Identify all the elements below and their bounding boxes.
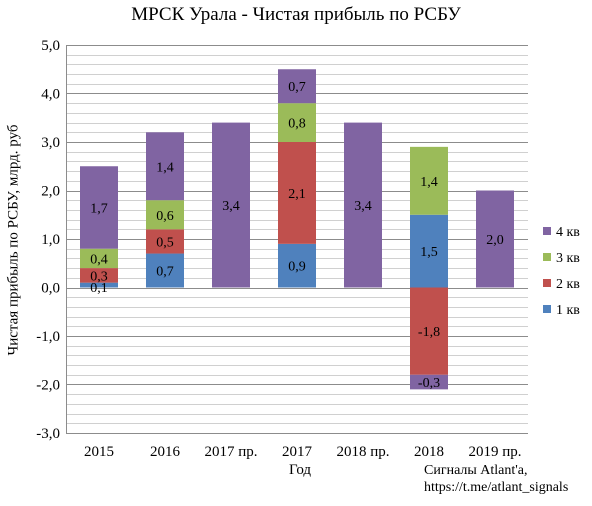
- legend-swatch: [543, 227, 551, 235]
- x-tick-label: 2018: [414, 444, 444, 460]
- data-label: 0,3: [90, 269, 108, 284]
- legend-swatch: [543, 279, 551, 287]
- y-tick-label: -2,0: [36, 378, 60, 394]
- y-tick-label: 2,0: [41, 184, 60, 200]
- data-label: 2,0: [486, 233, 504, 248]
- x-tick-label: 2018 пр.: [336, 444, 389, 460]
- y-tick-label: 4,0: [41, 87, 60, 103]
- legend-label: 2 кв: [556, 277, 580, 292]
- bar-segment-3-кв: [146, 200, 184, 230]
- x-axis-label: Год: [288, 462, 312, 478]
- bar-segment-4-кв: [146, 132, 184, 201]
- data-label: 0,1: [90, 281, 108, 296]
- bar-segment-2-кв: [146, 229, 184, 254]
- data-label: 0,4: [90, 252, 108, 267]
- bar-segment-4-кв: [212, 122, 250, 288]
- data-label: 0,7: [288, 80, 306, 95]
- data-label: -0,3: [418, 376, 440, 391]
- data-label: 3,4: [354, 199, 372, 214]
- legend-swatch: [543, 305, 551, 313]
- y-tick-label: 1,0: [41, 232, 60, 248]
- source-note: Сигналы Atlant'a, https://t.me/atlant_si…: [424, 462, 568, 496]
- data-label: 1,5: [420, 245, 438, 260]
- bar-segment-1-кв: [80, 282, 118, 288]
- bar-segment-1-кв: [146, 253, 184, 288]
- bar-segment-2-кв: [278, 142, 316, 244]
- legend-swatch: [543, 253, 551, 261]
- data-label: 2,1: [288, 187, 306, 202]
- bar-segment-4-кв: [278, 69, 316, 104]
- x-tick-label: 2015: [84, 444, 114, 460]
- bar-segment-4-кв: [344, 122, 382, 288]
- source-line-1: Сигналы Atlant'a,: [424, 463, 528, 478]
- bar-segment-3-кв: [278, 103, 316, 142]
- bar-segment-4-кв: [476, 190, 514, 288]
- data-label: 3,4: [222, 199, 240, 214]
- bar-segment-3-кв: [80, 248, 118, 269]
- bar-segment-1-кв: [410, 214, 448, 288]
- data-label: 1,4: [420, 175, 438, 190]
- bar-segment-2-кв: [80, 268, 118, 283]
- y-tick-label: 5,0: [41, 38, 60, 54]
- data-label: 0,5: [156, 235, 174, 250]
- x-tick-label: 2016: [150, 444, 181, 460]
- bar-segment-2-кв: [410, 287, 448, 375]
- bar-segment-4-кв: [80, 166, 118, 249]
- bar-segment-1-кв: [278, 243, 316, 288]
- bar-segment-4-кв: [410, 374, 448, 390]
- y-tick-label: 0,0: [41, 281, 60, 297]
- x-tick-label: 2017 пр.: [204, 444, 257, 460]
- bar-segment-3-кв: [410, 146, 448, 215]
- legend-label: 1 кв: [556, 303, 580, 318]
- source-line-2: https://t.me/atlant_signals: [424, 480, 569, 495]
- y-tick-label: -1,0: [36, 329, 60, 345]
- data-label: 0,6: [156, 209, 174, 224]
- data-label: 0,7: [156, 265, 174, 280]
- data-label: 1,7: [90, 201, 108, 216]
- data-label: -1,8: [418, 325, 440, 340]
- x-tick-label: 2019 пр.: [468, 444, 521, 460]
- y-tick-label: 3,0: [41, 135, 60, 151]
- y-tick-label: -3,0: [36, 426, 60, 442]
- data-label: 0,8: [288, 117, 306, 132]
- legend-label: 3 кв: [556, 251, 580, 266]
- data-label: 0,9: [288, 260, 306, 275]
- legend-label: 4 кв: [556, 225, 580, 240]
- data-label: 1,4: [156, 160, 174, 175]
- chart-title: МРСК Урала - Чистая прибыль по РСБУ: [131, 4, 461, 25]
- x-tick-label: 2017: [282, 444, 313, 460]
